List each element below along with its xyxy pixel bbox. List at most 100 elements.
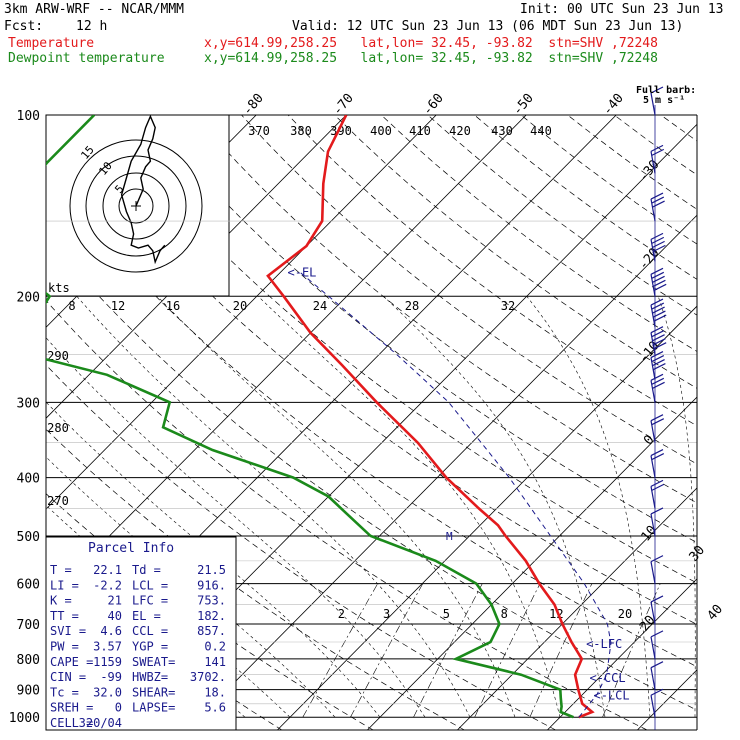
theta-label: 400 — [370, 124, 392, 138]
parcel-key: YGP = — [132, 640, 168, 654]
barb-staff — [650, 513, 656, 537]
parcel-value: 320/04 — [79, 716, 122, 730]
hodograph-speed-label: 32 — [501, 299, 515, 313]
parcel-value: 3.57 — [93, 640, 122, 654]
barb-flag — [652, 275, 665, 283]
pressure-tick-label: 400 — [17, 472, 40, 487]
dry-adiabat — [660, 115, 697, 142]
wind-barb — [650, 595, 664, 625]
barb-flag — [650, 326, 664, 334]
mixing-ratio-labels: 2 3 5 8 12 20 — [338, 607, 633, 621]
barb-flag — [652, 306, 665, 314]
barb-flag — [653, 342, 667, 350]
dry-adiabat-label: 290 — [47, 349, 69, 363]
pressure-tick-label: 700 — [17, 618, 40, 633]
parcel-value: 4.6 — [100, 624, 122, 638]
level-marker-label: <-EL — [288, 266, 317, 280]
theta-label: 370 — [248, 124, 270, 138]
parcel-key: SREH = — [50, 701, 93, 715]
level-marker-label: <-LCL — [593, 688, 629, 702]
barb-flag — [653, 310, 666, 318]
temperature-label: Temperature — [8, 36, 95, 51]
parcel-key: T = — [50, 563, 72, 577]
dewpoint-info: x,y=614.99,258.25 lat,lon= 32.45, -93.82… — [204, 51, 658, 66]
isotherm-line — [547, 578, 697, 730]
barb-flag — [650, 373, 664, 381]
isotherm-line — [46, 115, 437, 510]
pressure-tick-label: 500 — [17, 530, 40, 545]
parcel-key: CCL = — [132, 624, 168, 638]
wind-barb — [650, 414, 665, 443]
dry-adiabat — [148, 115, 697, 544]
parcel-trace — [298, 271, 612, 718]
model-title: 3km ARW-WRF -- NCAR/MMM — [4, 2, 185, 17]
barb-flag — [650, 267, 664, 275]
pressure-tick-label: 300 — [17, 396, 40, 411]
theta-label: 440 — [530, 124, 552, 138]
mixing-ratio-label: 2 — [338, 607, 345, 621]
pressure-tick-label: 600 — [17, 578, 40, 593]
wind-barb — [650, 144, 665, 174]
wind-key-speed: 5 m s⁻¹ — [643, 95, 685, 106]
hodograph-ring — [118, 188, 154, 224]
dry-adiabat — [194, 115, 697, 504]
barb-flag — [653, 279, 666, 287]
barb-flag — [651, 196, 665, 204]
parcel-key: PW = — [50, 640, 79, 654]
isotherm-line — [367, 396, 697, 730]
moist-adiabat — [383, 296, 606, 718]
theta-label: 380 — [290, 124, 312, 138]
barb-flag — [651, 453, 665, 461]
dry-adiabat — [520, 115, 697, 245]
parcel-value: 40 — [108, 609, 122, 623]
barb-flag — [650, 630, 664, 638]
isotherm-line — [277, 305, 697, 730]
level-markers: <-EL <-LFC <-CCL <-LCL M — [288, 266, 630, 703]
isotherm-line — [46, 115, 527, 601]
barb-flag — [650, 414, 664, 422]
hodograph-kts-label: kts — [48, 281, 70, 295]
dewpoint-label: Dewpoint temperature — [8, 51, 165, 66]
moist-adiabat — [46, 456, 336, 718]
parcel-value: 0.2 — [204, 640, 226, 654]
dry-adiabat — [46, 168, 697, 668]
parcel-value: 1159 — [93, 655, 122, 669]
isotherm-label: 40 — [705, 602, 727, 624]
hodograph-speed-label: 12 — [111, 299, 125, 313]
parcel-info-frame — [45, 536, 237, 731]
parcel-value: 182. — [197, 609, 226, 623]
barb-flag — [651, 148, 665, 156]
pressure-tick-label: 800 — [17, 653, 40, 668]
wind-barb — [650, 298, 667, 328]
hodograph-trace — [120, 114, 166, 265]
dry-adiabat-labels: 290 280 270 — [47, 349, 69, 508]
parcel-key: LFC = — [132, 594, 168, 608]
parcel-value: 32.0 — [93, 685, 122, 699]
isotherm-line — [727, 115, 740, 730]
parcel-key: HWBZ= — [132, 670, 168, 684]
dry-adiabat — [46, 299, 648, 730]
barb-flag — [651, 330, 665, 338]
wind-barbs — [650, 86, 667, 730]
wind-barb — [650, 86, 664, 116]
level-marker-label: <-LFC — [586, 637, 622, 651]
isotherm-label: -80 — [240, 91, 267, 119]
barb-flag — [650, 661, 664, 669]
dewpoint-trace — [46, 115, 574, 719]
barb-flag — [650, 144, 664, 152]
mixing-ratio-line — [350, 583, 424, 718]
isotherm-label: 30 — [687, 543, 709, 565]
isotherm-line — [187, 214, 697, 730]
hodograph-speed-label: 28 — [405, 299, 419, 313]
barb-flag — [651, 271, 665, 279]
parcel-value: 18. — [204, 685, 226, 699]
barb-flag — [651, 377, 665, 385]
barb-flag — [652, 381, 665, 389]
wind-barb — [650, 630, 664, 659]
wind-barb — [650, 449, 665, 478]
hodograph-ring — [69, 139, 203, 273]
isotherm-line — [46, 115, 347, 419]
barb-flag — [653, 283, 667, 291]
valid-time: Valid: 12 UTC Sun 23 Jun 13 (06 MDT Sun … — [292, 19, 684, 34]
